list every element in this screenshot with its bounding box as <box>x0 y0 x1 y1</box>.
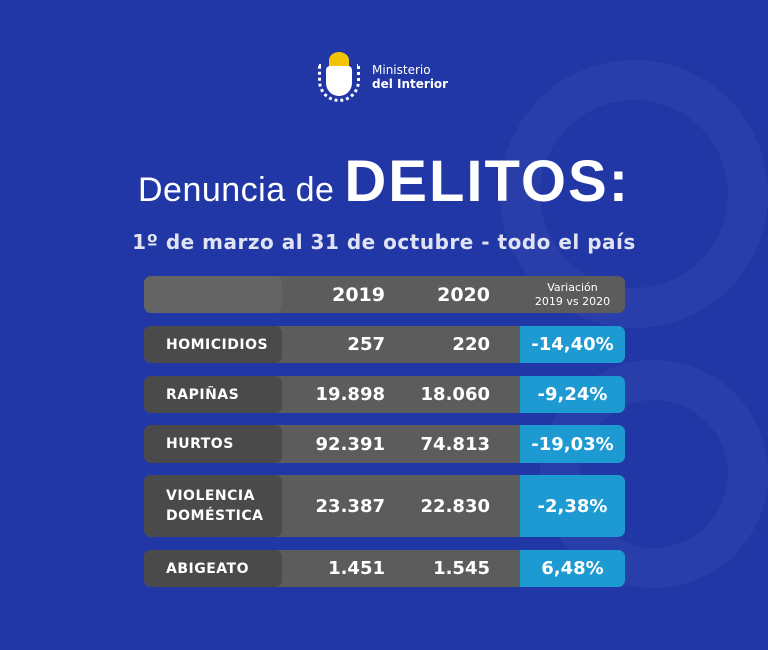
row-label: HOMICIDIOS <box>144 326 282 363</box>
table-row: VIOLENCIA DOMÉSTICA 23.387 22.830 -2,38% <box>144 475 625 537</box>
table-row: ABIGEATO 1.451 1.545 6,48% <box>144 550 625 587</box>
row-label: ABIGEATO <box>144 550 282 587</box>
page-title: Denuncia de DELITOS: <box>0 148 768 215</box>
value-2019: 257 <box>347 334 385 355</box>
header-2020: 2020 <box>437 283 490 306</box>
value-2020: 74.813 <box>420 433 490 455</box>
row-label: HURTOS <box>144 425 282 463</box>
variation-value: -14,40% <box>520 326 625 363</box>
header-variation-line1: Variación <box>547 280 598 294</box>
header-blank <box>144 276 282 313</box>
header-variation-line2: 2019 vs 2020 <box>534 294 611 308</box>
ministry-logo: Ministerio del Interior <box>318 52 448 102</box>
row-label: RAPIÑAS <box>144 376 282 413</box>
logo-line2: del Interior <box>372 77 449 91</box>
header-2019: 2019 <box>332 283 385 306</box>
coat-of-arms-icon <box>318 52 360 102</box>
variation-value: -9,24% <box>520 376 625 413</box>
title-bold: DELITOS: <box>344 149 631 214</box>
subtitle: 1º de marzo al 31 de octubre - todo el p… <box>132 230 636 254</box>
value-2019: 19.898 <box>315 384 385 405</box>
table-row: HOMICIDIOS 257 220 -14,40% <box>144 326 625 363</box>
table-row: HURTOS 92.391 74.813 -19,03% <box>144 425 625 463</box>
row-label: VIOLENCIA DOMÉSTICA <box>144 475 282 537</box>
value-2019: 92.391 <box>315 433 385 455</box>
value-2020: 22.830 <box>420 495 490 517</box>
value-2019: 23.387 <box>315 495 385 517</box>
logo-line1: Ministerio <box>372 63 431 77</box>
table-row: RAPIÑAS 19.898 18.060 -9,24% <box>144 376 625 413</box>
value-2020: 220 <box>452 334 490 355</box>
value-2020: 1.545 <box>433 558 490 579</box>
table-header: 2019 2020 Variación 2019 vs 2020 <box>144 276 625 313</box>
variation-value: -19,03% <box>520 425 625 463</box>
variation-value: 6,48% <box>520 550 625 587</box>
variation-value: -2,38% <box>520 475 625 537</box>
header-variation: Variación 2019 vs 2020 <box>520 276 625 313</box>
value-2020: 18.060 <box>420 384 490 405</box>
title-light: Denuncia de <box>137 171 335 209</box>
value-2019: 1.451 <box>328 558 385 579</box>
